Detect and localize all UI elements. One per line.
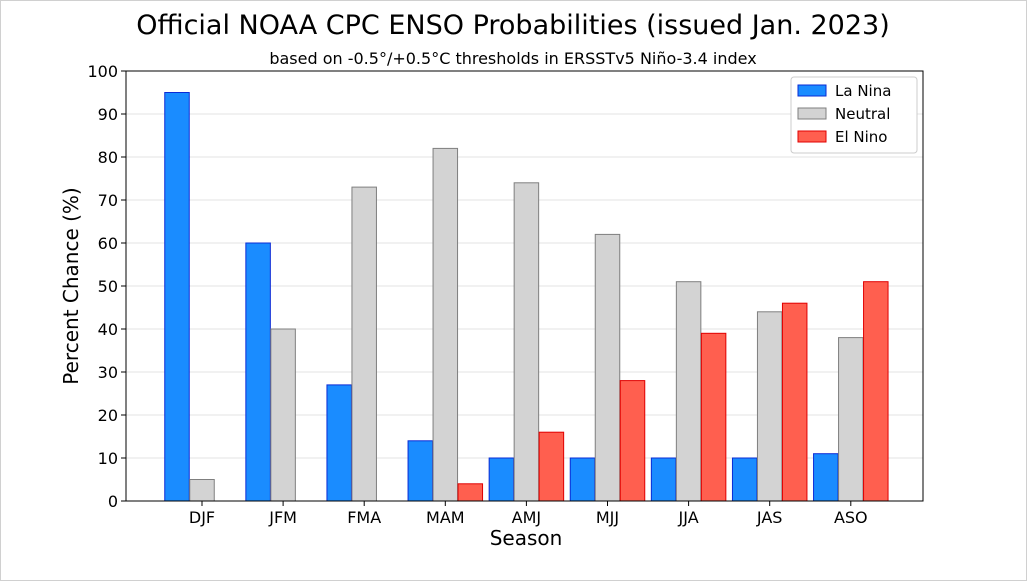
- y-tick-label: 90: [98, 105, 118, 124]
- bar-la-nina: [407, 440, 434, 502]
- legend-swatch: [797, 130, 827, 143]
- bar-el-nino: [619, 380, 646, 502]
- x-tick-label: MAM: [426, 508, 465, 527]
- bar-neutral: [756, 311, 783, 502]
- bar-neutral: [270, 328, 296, 502]
- bar-neutral: [838, 337, 864, 502]
- x-tick-label: JFM: [268, 508, 297, 527]
- x-tick-label: AMJ: [512, 508, 541, 527]
- bar-neutral: [513, 182, 540, 502]
- x-tick-label: JAS: [756, 508, 783, 527]
- y-axis-label: Percent Chance (%): [59, 187, 83, 384]
- bar-la-nina: [731, 457, 758, 502]
- legend: La Nina Neutral El Nino: [790, 76, 918, 154]
- legend-label: El Nino: [835, 128, 888, 146]
- x-axis: DJF JFM FMA MAM AMJ MJJ JJA JAS ASO: [189, 501, 868, 527]
- y-tick-label: 10: [98, 449, 118, 468]
- x-tick-label: JJA: [678, 508, 699, 527]
- x-tick-label: FMA: [347, 508, 381, 527]
- chart-subtitle: based on -0.5°/+0.5°C thresholds in ERSS…: [269, 49, 756, 68]
- x-tick-label: MJJ: [596, 508, 619, 527]
- bar-el-nino: [700, 332, 727, 502]
- y-tick-label: 0: [108, 492, 118, 511]
- bar-la-nina: [650, 457, 677, 502]
- bar-el-nino: [538, 431, 565, 502]
- y-tick-label: 80: [98, 148, 118, 167]
- bar-el-nino: [863, 281, 889, 502]
- x-tick-label: DJF: [189, 508, 215, 527]
- bar-la-nina: [245, 242, 271, 502]
- y-tick-label: 50: [98, 277, 118, 296]
- legend-label: La Nina: [835, 82, 891, 100]
- y-tick-label: 100: [87, 62, 118, 81]
- bar-neutral: [351, 186, 377, 502]
- legend-swatch: [797, 84, 827, 97]
- bar-la-nina: [326, 384, 352, 502]
- bar-el-nino: [457, 483, 484, 502]
- bars-group: [164, 92, 889, 502]
- bar-la-nina: [488, 457, 515, 502]
- y-tick-label: 60: [98, 234, 118, 253]
- bar-neutral: [432, 147, 459, 502]
- y-tick-label: 40: [98, 320, 118, 339]
- bar-neutral: [594, 233, 621, 502]
- y-axis: 0 10 20 30 40 50 60 70 80 90 100: [87, 62, 126, 511]
- bar-neutral: [675, 281, 702, 502]
- bar-el-nino: [781, 302, 808, 502]
- bar-la-nina: [813, 453, 839, 502]
- y-tick-label: 70: [98, 191, 118, 210]
- y-tick-label: 30: [98, 363, 118, 382]
- legend-swatch: [797, 107, 827, 120]
- bar-neutral: [189, 479, 215, 502]
- x-tick-label: ASO: [834, 508, 868, 527]
- bar-la-nina: [569, 457, 596, 502]
- bar-la-nina: [164, 92, 190, 502]
- x-axis-label: Season: [490, 526, 563, 550]
- y-tick-label: 20: [98, 406, 118, 425]
- chart-title: Official NOAA CPC ENSO Probabilities (is…: [136, 10, 890, 41]
- legend-label: Neutral: [835, 105, 890, 123]
